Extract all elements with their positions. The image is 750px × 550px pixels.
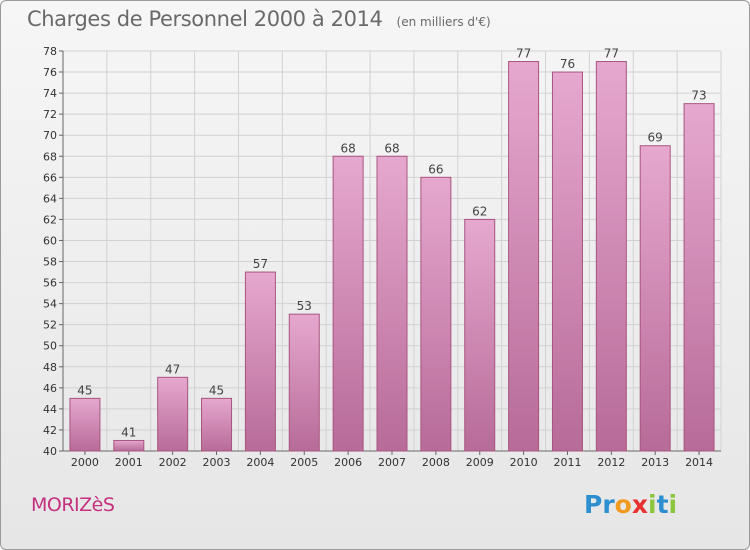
x-tick-label: 2007 bbox=[378, 456, 406, 469]
x-tick-label: 2011 bbox=[553, 456, 581, 469]
x-tick-label: 2014 bbox=[685, 456, 713, 469]
x-tick-label: 2013 bbox=[641, 456, 669, 469]
data-label: 57 bbox=[253, 257, 268, 271]
bar bbox=[376, 155, 408, 452]
x-tick-labels: 2000 2001 2002 2003 2004 2005 2006 2007 2008 2009… bbox=[71, 456, 713, 469]
y-tick-label: 44 bbox=[43, 403, 57, 416]
bar bbox=[508, 61, 540, 452]
y-tick-label: 56 bbox=[43, 277, 57, 290]
logo-letter: i bbox=[668, 490, 678, 519]
y-tick-label: 68 bbox=[43, 150, 57, 163]
bars bbox=[69, 61, 715, 452]
bar bbox=[288, 313, 320, 452]
y-tick-label: 66 bbox=[43, 171, 57, 184]
y-tick-label: 46 bbox=[43, 382, 57, 395]
data-label: 76 bbox=[560, 57, 575, 71]
bar bbox=[420, 176, 452, 452]
x-tick-label: 2000 bbox=[71, 456, 99, 469]
logo-letter: i bbox=[648, 490, 657, 519]
data-label: 47 bbox=[165, 362, 180, 376]
bar bbox=[464, 218, 496, 452]
bar bbox=[639, 145, 671, 452]
data-label: 66 bbox=[428, 162, 443, 176]
bar bbox=[683, 103, 715, 452]
x-tick-label: 2010 bbox=[510, 456, 538, 469]
x-tick-label: 2002 bbox=[159, 456, 187, 469]
chart-subtitle: (en milliers d'€) bbox=[396, 15, 491, 29]
bar bbox=[201, 397, 233, 452]
y-tick-label: 54 bbox=[43, 298, 57, 311]
y-tick-label: 58 bbox=[43, 256, 57, 269]
logo-letter: r bbox=[602, 490, 615, 519]
data-label: 62 bbox=[472, 204, 487, 218]
x-tick-label: 2004 bbox=[246, 456, 274, 469]
x-tick-label: 2003 bbox=[203, 456, 231, 469]
data-label: 69 bbox=[648, 131, 663, 145]
x-tick-label: 2006 bbox=[334, 456, 362, 469]
bar bbox=[69, 397, 101, 452]
commune-name: MORIZèS bbox=[31, 494, 115, 516]
bar bbox=[244, 271, 276, 452]
y-tick-label: 64 bbox=[43, 192, 57, 205]
data-label: 77 bbox=[516, 47, 531, 61]
bar bbox=[113, 439, 145, 452]
x-tick-label: 2009 bbox=[466, 456, 494, 469]
data-label: 45 bbox=[209, 383, 224, 397]
y-tick-label: 42 bbox=[43, 424, 57, 437]
chart-title: Charges de Personnel 2000 à 2014 (en mill… bbox=[27, 7, 491, 31]
y-tick-label: 52 bbox=[43, 319, 57, 332]
y-tick-label: 76 bbox=[43, 66, 57, 79]
y-tick-label: 40 bbox=[43, 445, 57, 458]
y-tick-label: 62 bbox=[43, 213, 57, 226]
data-label: 77 bbox=[604, 47, 619, 61]
data-label: 73 bbox=[691, 89, 706, 103]
logo-letter: t bbox=[656, 490, 669, 519]
y-tick-label: 78 bbox=[43, 45, 57, 58]
logo-letter: P bbox=[584, 490, 603, 519]
bar bbox=[595, 61, 627, 452]
data-label: 41 bbox=[121, 425, 136, 439]
y-tick-label: 48 bbox=[43, 361, 57, 374]
y-tick-label: 50 bbox=[43, 340, 57, 353]
proxiti-logo[interactable]: Proxiti bbox=[584, 490, 677, 519]
y-tick-label: 60 bbox=[43, 234, 57, 247]
chart-title-text: Charges de Personnel 2000 à 2014 bbox=[27, 7, 383, 31]
bar bbox=[157, 376, 189, 452]
y-tick-labels: 40 42 44 46 48 50 52 54 56 58 60 62 64 66 68 70 72 74 76 78 bbox=[43, 45, 57, 458]
x-tick-label: 2012 bbox=[597, 456, 625, 469]
data-label: 45 bbox=[77, 383, 92, 397]
bar bbox=[332, 155, 364, 452]
bar bbox=[551, 71, 583, 452]
x-tick-label: 2005 bbox=[290, 456, 318, 469]
data-labels: 45 41 47 45 57 53 68 68 66 62 77 76 77 69 73 bbox=[77, 47, 706, 440]
data-label: 68 bbox=[384, 141, 399, 155]
x-tick-label: 2001 bbox=[115, 456, 143, 469]
data-label: 53 bbox=[297, 299, 312, 313]
data-label: 68 bbox=[340, 141, 355, 155]
y-tick-label: 72 bbox=[43, 108, 57, 121]
y-tick-label: 70 bbox=[43, 129, 57, 142]
logo-letter: x bbox=[631, 490, 648, 519]
y-tick-label: 74 bbox=[43, 87, 57, 100]
logo-letter: o bbox=[614, 490, 632, 519]
x-tick-label: 2008 bbox=[422, 456, 450, 469]
